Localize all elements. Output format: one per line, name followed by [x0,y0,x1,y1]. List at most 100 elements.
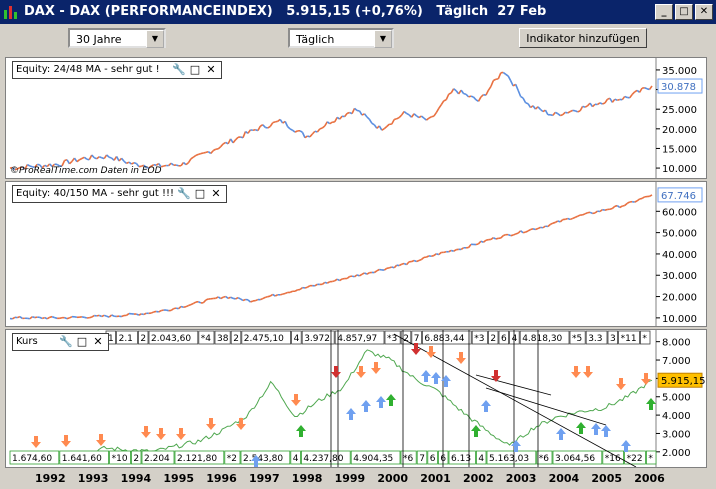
add-indicator-button[interactable]: Indikator hinzufügen [519,28,647,48]
equity-segment [319,127,323,130]
trade-label-top: 4.857,97 [337,334,377,344]
equity-segment [44,316,48,320]
equity-segment [577,110,581,113]
equity-segment [629,93,633,99]
trade-label-top: 2 [490,334,496,344]
range-select[interactable]: 30 Jahre ▼ [68,28,166,48]
trade-label-top: 3.3 [588,334,602,344]
equity-segment [158,309,162,313]
axis-tick-label: 4.000 [662,411,691,422]
wrench-icon[interactable]: 🔧 [59,335,73,348]
year-label: 2002 [463,472,494,485]
equity-segment [510,234,514,237]
equity-segment [383,125,388,130]
equity-segment [259,124,264,127]
equity-segment [230,296,234,300]
trade-label-bottom: *2 [227,454,237,464]
equity-segment [155,162,160,166]
equity-segment [512,233,516,236]
close-icon[interactable]: ✕ [211,187,221,200]
equity-segment [547,223,551,228]
equity-segment [279,293,283,296]
maximize-panel-icon[interactable]: □ [194,187,206,200]
equity-segment [634,200,638,203]
trade-label-top: 7 [414,334,420,344]
equity-segment [301,132,306,139]
equity-segment [61,160,66,167]
equity-segment [626,201,631,205]
buy-arrow-icon [346,408,356,420]
chevron-down-icon[interactable]: ▼ [374,30,392,48]
trade-label-bottom: *10 [112,454,128,464]
sell-arrow-icon [141,426,151,438]
equity-segment [490,80,495,87]
equity-segment [431,115,435,118]
buy-arrow-icon [576,422,586,434]
equity-segment [522,97,527,104]
equity-segment [185,304,189,308]
equity-segment [517,90,522,97]
equity-segment [351,275,355,278]
trade-label-bottom: 5.163,03 [489,454,529,464]
sell-arrow-icon [491,370,501,382]
equity-segment [192,154,197,158]
equity-segment [435,107,440,114]
buy-arrow-icon [621,440,631,452]
equity-segment [39,316,43,320]
maximize-panel-icon[interactable]: □ [189,63,201,76]
equity-segment [215,296,219,300]
equity-segment [378,125,383,131]
equity-panel-2: 60.000 50.000 40.000 30.000 20.000 10.000 67.7… [5,181,707,327]
trade-label-bottom: 2.204 [144,454,170,464]
equity-segment [255,128,259,132]
equity-segment [487,86,492,91]
year-label: 1992 [35,472,66,485]
equity-segment [195,153,199,157]
equity-segment [133,161,137,165]
chevron-down-icon[interactable]: ▼ [146,30,164,48]
maximize-button[interactable]: □ [675,4,693,20]
panel-title-1: Equity: 24/48 MA - sehr gut ! 🔧 □ ✕ [12,61,222,79]
equity-segment [646,88,650,91]
close-button[interactable]: ✕ [695,4,713,20]
equity-segment [84,316,88,319]
trade-label-box [585,330,608,345]
trade-label-bottom: *6 [403,454,414,464]
equity-segment [136,313,140,316]
equity-segment [552,221,556,224]
wrench-icon[interactable]: 🔧 [172,63,186,76]
trade-label-bottom: *6 [539,454,550,464]
trade-label-bottom: 2.543,80 [243,454,283,464]
close-icon[interactable]: ✕ [206,63,216,76]
equity-segment [532,228,536,231]
equity-segment [559,113,564,117]
trade-label-top: 2.1 [119,334,133,344]
equity-segment [477,240,482,245]
window-title: DAX - DAX (PERFORMANCEINDEX) 5.915,15 (+… [24,4,547,19]
wrench-icon[interactable]: 🔧 [177,187,191,200]
buy-arrow-icon [481,400,491,412]
close-icon[interactable]: ✕ [93,335,103,348]
equity-segment [554,111,559,115]
equity-segment [358,110,363,116]
equity-segment [284,291,288,295]
equity-segment [41,164,46,169]
equity-segment [200,152,204,155]
equity-segment [304,135,308,139]
equity-segment [514,84,519,91]
equity-segment [334,116,338,123]
equity-segment [292,129,296,133]
interval-select[interactable]: Täglich ▼ [288,28,394,48]
trade-label-top: 4 [512,334,518,344]
maximize-panel-icon[interactable]: □ [76,335,88,348]
trade-label-bottom: 4.904,35 [353,454,393,464]
equity-segment [217,296,222,300]
minimize-button[interactable]: _ [655,4,673,20]
trade-label-top: 6.883,44 [424,334,464,344]
axis-tick-label: 60.000 [662,207,697,218]
equity-segment [507,75,512,82]
equity-segment [274,294,279,297]
equity-segment [418,115,422,119]
trade-label-top: *5 [572,334,582,344]
equity-segment [205,298,209,301]
